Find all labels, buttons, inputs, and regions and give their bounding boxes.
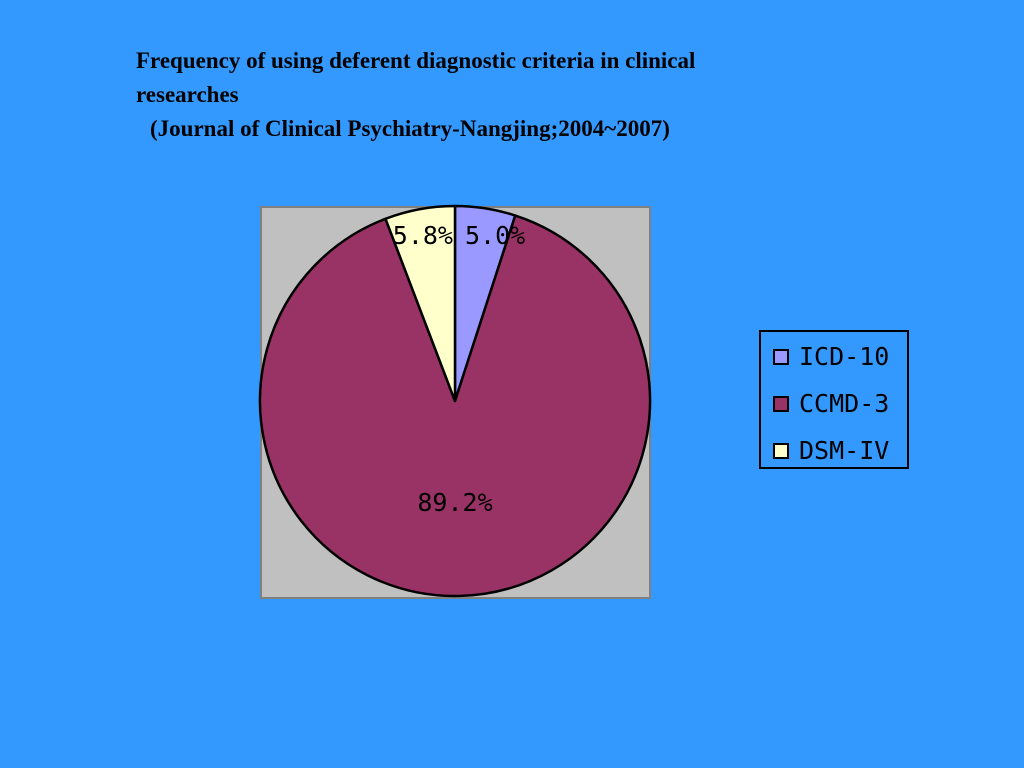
legend-item-ccmd3: CCMD-3	[773, 389, 889, 418]
slice-label-icd10: 5.0%	[465, 221, 525, 250]
legend-item-dsmiv: DSM-IV	[773, 436, 889, 465]
legend: ICD-10 CCMD-3 DSM-IV	[759, 330, 909, 469]
legend-swatch-icd10	[773, 348, 789, 365]
legend-label-dsmiv: DSM-IV	[799, 436, 890, 465]
legend-label-icd10: ICD-10	[799, 342, 890, 371]
title-line-1: Frequency of using deferent diagnostic c…	[136, 48, 696, 73]
slice-label-ccmd3: 89.2%	[417, 488, 492, 517]
pie-slice-ccmd3	[258, 214, 652, 598]
legend-swatch-ccmd3	[773, 395, 789, 412]
pie-slices	[258, 204, 652, 598]
pie-slice-dsmiv	[384, 204, 457, 403]
legend-item-icd10: ICD-10	[773, 342, 889, 371]
slide-title: Frequency of using deferent diagnostic c…	[136, 44, 876, 146]
title-line-2: researches	[136, 82, 239, 107]
title-line-3: (Journal of Clinical Psychiatry-Nangjing…	[150, 116, 670, 141]
legend-label-ccmd3: CCMD-3	[799, 389, 890, 418]
pie-labels: 5.0% 89.2% 5.8%	[393, 221, 525, 517]
legend-swatch-dsmiv	[773, 442, 789, 459]
slice-label-dsmiv: 5.8%	[393, 221, 453, 250]
